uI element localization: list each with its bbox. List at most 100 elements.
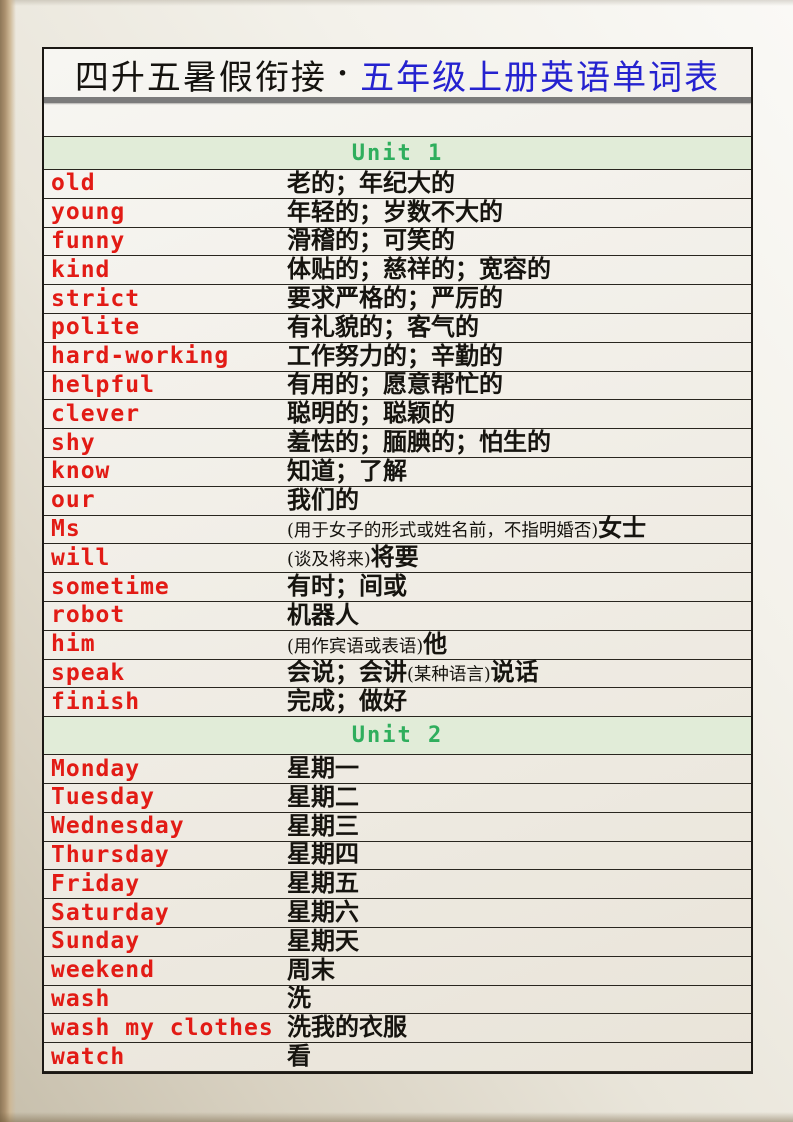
word-cell: Tuesday	[51, 784, 155, 811]
table-row: watch 看	[44, 1042, 751, 1071]
meaning-text: 知道；了解	[287, 457, 407, 485]
meaning-cell: 体贴的；慈祥的；宽容的	[287, 258, 551, 282]
table-row: young 年轻的；岁数不大的	[44, 197, 751, 227]
meaning-cell: 周末	[287, 958, 335, 983]
page-frame: 四升五暑假衔接 · 五年级上册英语单词表 Unit 1 old 老的；年纪大的 you…	[42, 47, 753, 1074]
table-row: will (谈及将来)将要	[44, 543, 751, 572]
meaning-text: 将要	[370, 544, 419, 572]
meaning-text: 要求严格的；严厉的	[287, 285, 503, 313]
table-row: Sunday 星期天	[44, 926, 751, 956]
usage-note: (某种语言)	[407, 665, 491, 686]
unit-header: Unit 1	[44, 136, 751, 169]
title-prefix: 四升五暑假衔接	[74, 59, 327, 97]
word-cell: funny	[51, 227, 126, 254]
meaning-text: 年轻的；岁数不大的	[287, 198, 503, 226]
word-cell: speak	[51, 659, 126, 686]
meaning-cell: 洗我的衣服	[287, 1016, 407, 1040]
word-cell: clever	[51, 400, 141, 427]
usage-note: (谈及将来)	[287, 550, 371, 571]
word-cell: Sunday	[51, 928, 141, 955]
word-cell: Wednesday	[51, 813, 185, 840]
meaning-cell: 星期四	[287, 843, 359, 867]
meaning-cell: 有礼貌的；客气的	[287, 313, 479, 341]
meaning-text: 有时；间或	[287, 573, 407, 601]
meaning-cell: 聪明的；聪颖的	[287, 402, 455, 426]
word-cell: him	[51, 631, 96, 658]
table-row: Tuesday 星期二	[44, 782, 751, 812]
table-row: wash my clothes 洗我的衣服	[44, 1013, 751, 1042]
meaning-text: 有礼貌的；客气的	[287, 313, 479, 341]
meaning-text: 星期五	[287, 870, 359, 898]
word-cell: weekend	[51, 957, 155, 984]
word-cell: finish	[51, 688, 141, 715]
word-cell: strict	[51, 285, 141, 312]
meaning-text: 说话	[490, 659, 539, 687]
meaning-cell: (谈及将来)将要	[287, 546, 419, 570]
table-row: strict 要求严格的；严厉的	[44, 284, 751, 313]
usage-note: (用于女子的形式或姓名前，不指明婚否)	[287, 521, 599, 542]
table-row: Wednesday 星期三	[44, 811, 751, 841]
meaning-cell: 星期天	[287, 929, 359, 954]
table-row: shy 羞怯的；腼腆的；怕生的	[44, 428, 751, 457]
meaning-cell: 有时；间或	[287, 575, 407, 599]
meaning-cell: 洗	[287, 987, 311, 1011]
meaning-text: 洗我的衣服	[287, 1014, 407, 1042]
meaning-text: 羞怯的；腼腆的；怕生的	[287, 429, 551, 457]
meaning-cell: 星期五	[287, 872, 359, 896]
table-row: our 我们的	[44, 485, 751, 515]
meaning-cell: 星期一	[287, 757, 359, 781]
word-cell: will	[51, 544, 111, 571]
meaning-text: 滑稽的；可笑的	[287, 227, 455, 255]
title-separator-dot: ·	[336, 55, 351, 92]
unit-header: Unit 2	[44, 716, 751, 755]
meaning-text: 女士	[598, 515, 647, 543]
meaning-cell: 羞怯的；腼腆的；怕生的	[287, 431, 551, 455]
meaning-cell: 工作努力的；辛勤的	[287, 344, 503, 369]
meaning-cell: 看	[287, 1045, 311, 1069]
word-cell: old	[51, 170, 96, 197]
title-underline	[44, 97, 751, 103]
meaning-cell: 有用的；愿意帮忙的	[287, 373, 503, 397]
word-cell: helpful	[51, 371, 155, 398]
page-shadow-top	[0, 0, 793, 6]
meaning-cell: 会说；会讲(某种语言)说话	[287, 661, 539, 685]
table-row: finish 完成；做好	[44, 687, 751, 716]
table-row: Thursday 星期四	[44, 840, 751, 870]
usage-note: (用作宾语或表语)	[287, 636, 424, 657]
page-shadow-bottom	[0, 1112, 793, 1122]
meaning-cell: 滑稽的；可笑的	[287, 229, 455, 253]
meaning-text: 看	[287, 1043, 311, 1070]
page-shadow-left	[0, 0, 16, 1122]
meaning-cell: 我们的	[287, 486, 359, 514]
table-row: Monday 星期一	[44, 754, 751, 783]
table-row: wash 洗	[44, 984, 751, 1014]
meaning-text: 星期二	[287, 783, 359, 811]
meaning-cell: 要求严格的；严厉的	[287, 287, 503, 311]
meaning-text: 完成；做好	[287, 688, 407, 716]
meaning-text: 聪明的；聪颖的	[287, 400, 455, 428]
meaning-text: 我们的	[287, 486, 359, 514]
meaning-text: 星期一	[287, 755, 359, 783]
table-row: Friday 星期五	[44, 869, 751, 898]
word-cell: wash	[51, 985, 111, 1012]
title-link[interactable]: 五年级上册英语单词表	[360, 59, 721, 97]
meaning-cell: 年轻的；岁数不大的	[287, 198, 503, 226]
meaning-cell: 星期三	[287, 814, 359, 839]
page-title: 四升五暑假衔接 · 五年级上册英语单词表	[44, 51, 751, 97]
meaning-cell: 星期二	[287, 783, 359, 811]
word-cell: our	[51, 487, 96, 514]
meaning-cell: (用作宾语或表语)他	[287, 632, 447, 657]
word-cell: wash my clothes	[51, 1014, 274, 1041]
meaning-cell: (用于女子的形式或姓名前，不指明婚否)女士	[287, 517, 646, 541]
table-row: speak 会说；会讲(某种语言)说话	[44, 658, 751, 688]
meaning-cell: 机器人	[287, 603, 359, 628]
table-row: helpful 有用的；愿意帮忙的	[44, 370, 751, 400]
word-cell: kind	[51, 256, 111, 283]
word-cell: robot	[51, 602, 126, 629]
word-cell: Saturday	[51, 899, 170, 926]
table-row: Ms (用于女子的形式或姓名前，不指明婚否)女士	[44, 514, 751, 544]
meaning-text: 会说；会讲	[287, 659, 407, 687]
word-cell: polite	[51, 314, 141, 341]
meaning-text: 体贴的；慈祥的；宽容的	[287, 256, 551, 284]
meaning-cell: 老的；年纪大的	[287, 171, 455, 196]
